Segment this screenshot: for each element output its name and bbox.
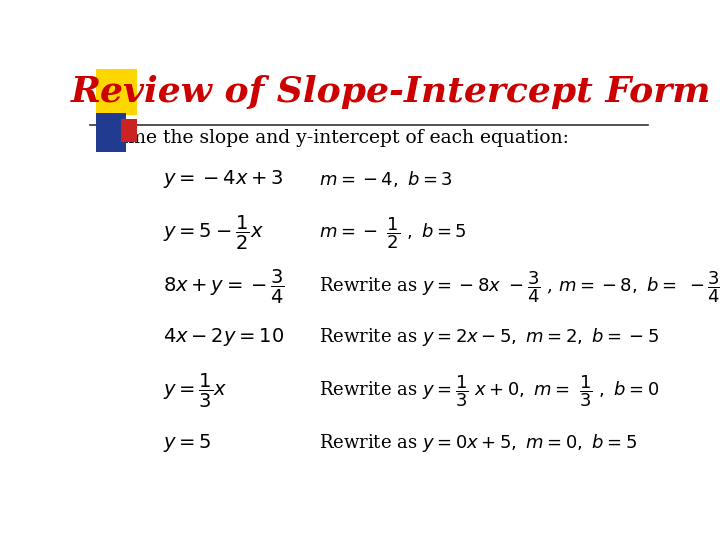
Text: $m = -\ \dfrac{1}{2}\ ,\ b = 5$: $m = -\ \dfrac{1}{2}\ ,\ b = 5$	[319, 215, 467, 251]
Text: Rewrite as $y = -8x\ -\dfrac{3}{4}$ , $m = -8,\ b =\ -\dfrac{3}{4}$: Rewrite as $y = -8x\ -\dfrac{3}{4}$ , $m…	[319, 269, 720, 305]
Text: $4x - 2y = 10$: $4x - 2y = 10$	[163, 326, 284, 348]
Text: Rewrite as $y = 2x - 5,\ m = 2,\ b = -5$: Rewrite as $y = 2x - 5,\ m = 2,\ b = -5$	[319, 326, 660, 348]
Text: $m = -4,\ b =3$: $m = -4,\ b =3$	[319, 169, 453, 189]
Text: Review of Slope-Intercept Form: Review of Slope-Intercept Form	[71, 75, 711, 109]
FancyBboxPatch shape	[96, 69, 138, 114]
Text: Rewrite as $y = \dfrac{1}{3}\ x + 0,\ m =\ \dfrac{1}{3}\ ,\ b = 0$: Rewrite as $y = \dfrac{1}{3}\ x + 0,\ m …	[319, 373, 660, 409]
Text: Name the slope and y-intercept of each equation:: Name the slope and y-intercept of each e…	[101, 129, 569, 146]
FancyBboxPatch shape	[96, 113, 126, 152]
Text: $8x + y = -\dfrac{3}{4}$: $8x + y = -\dfrac{3}{4}$	[163, 268, 284, 306]
Text: $y = -4x + 3$: $y = -4x + 3$	[163, 168, 283, 190]
Text: Rewrite as $y = 0x + 5,\ m = 0,\ b = 5$: Rewrite as $y = 0x + 5,\ m = 0,\ b = 5$	[319, 432, 637, 454]
FancyBboxPatch shape	[121, 119, 138, 141]
Text: $y = \dfrac{1}{3}x$: $y = \dfrac{1}{3}x$	[163, 372, 227, 410]
Text: $y = 5$: $y = 5$	[163, 432, 211, 454]
Text: $y = 5 - \dfrac{1}{2}x$: $y = 5 - \dfrac{1}{2}x$	[163, 214, 264, 252]
